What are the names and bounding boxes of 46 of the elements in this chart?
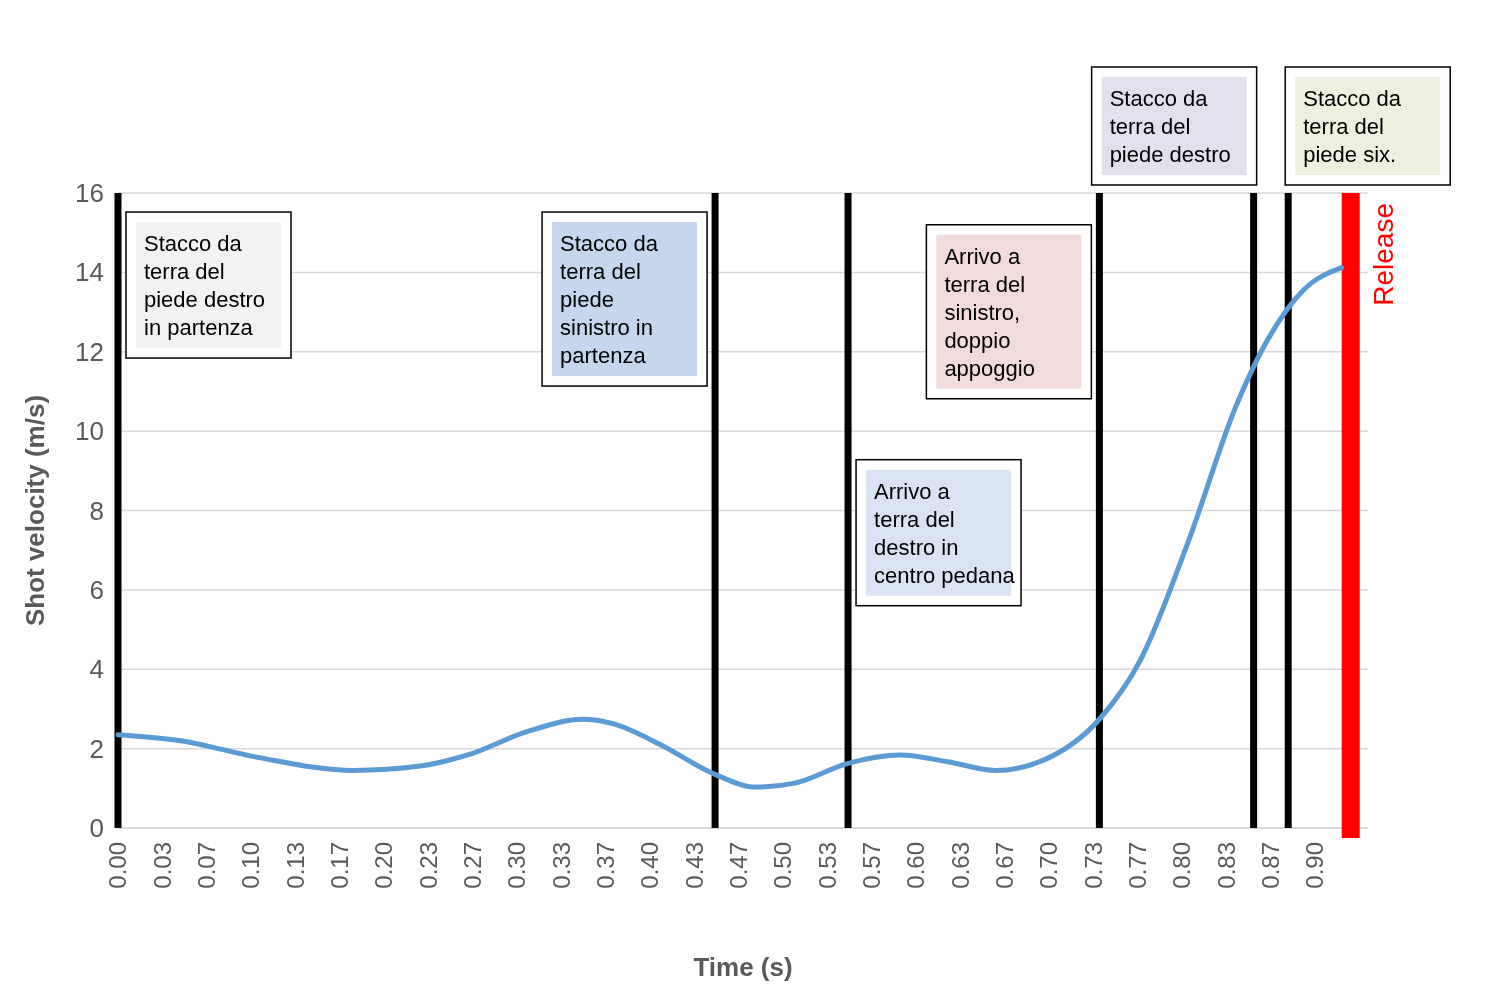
x-tick-label: 0.10	[237, 842, 265, 889]
x-tick-label: 0.07	[193, 842, 221, 889]
x-tick-label: 0.83	[1212, 842, 1240, 889]
x-tick-label: 0.37	[592, 842, 620, 889]
x-tick-label: 0.27	[459, 842, 487, 889]
x-tick-label: 0.73	[1079, 842, 1107, 889]
x-tick-label: 0.90	[1301, 842, 1329, 889]
x-tick-label: 0.43	[680, 842, 708, 889]
x-tick-label: 0.00	[104, 842, 132, 889]
y-axis-title: Shot velocity (m/s)	[20, 394, 50, 627]
x-tick-label: 0.63	[946, 842, 974, 889]
x-tick-label: 0.77	[1123, 842, 1151, 889]
x-tick-label: 0.23	[414, 842, 442, 889]
y-tick-label: 12	[75, 336, 104, 367]
x-tick-label: 0.13	[281, 842, 309, 889]
x-tick-label: 0.20	[370, 842, 398, 889]
x-tick-label: 0.57	[857, 842, 885, 889]
x-tick-label: 0.30	[503, 842, 531, 889]
x-tick-label: 0.87	[1256, 842, 1284, 889]
ref-line-label: Arrivo a terra del sinistro, doppio appoggio	[944, 243, 1035, 381]
x-tick-label: 0.47	[725, 842, 753, 889]
y-tick-label: 4	[89, 654, 104, 685]
x-tick-label: 0.67	[990, 842, 1018, 889]
ref-line-label: Stacco da terra del piede sinistro in partenza	[560, 231, 659, 369]
ref-line-label: Release	[1367, 203, 1399, 306]
x-tick-label: 0.40	[636, 842, 664, 889]
ref-line-label: Stacco da terra del piede six.	[1303, 86, 1402, 167]
y-tick-label: 8	[89, 495, 104, 526]
ref-line-label: Stacco da terra del piede destro	[1109, 86, 1231, 167]
y-tick-label: 16	[75, 178, 104, 209]
ref-line-label: Arrivo a terra del destro in centro pedana	[874, 478, 1016, 588]
y-tick-label: 6	[89, 574, 104, 605]
x-axis-title: Time (s)	[693, 952, 793, 982]
y-tick-label: 2	[89, 733, 104, 764]
x-tick-label: 0.70	[1035, 842, 1063, 889]
x-tick-label: 0.03	[148, 842, 176, 889]
y-tick-label: 0	[89, 813, 104, 844]
y-tick-label: 14	[75, 257, 104, 288]
ref-line-label: Stacco da terra del piede destro in partenza	[144, 231, 266, 341]
y-tick-label: 10	[75, 416, 104, 447]
x-tick-label: 0.60	[902, 842, 930, 889]
x-tick-label: 0.80	[1168, 842, 1196, 889]
x-tick-label: 0.53	[813, 842, 841, 889]
x-tick-label: 0.17	[326, 842, 354, 889]
x-tick-label: 0.33	[547, 842, 575, 889]
x-tick-label: 0.50	[769, 842, 797, 889]
